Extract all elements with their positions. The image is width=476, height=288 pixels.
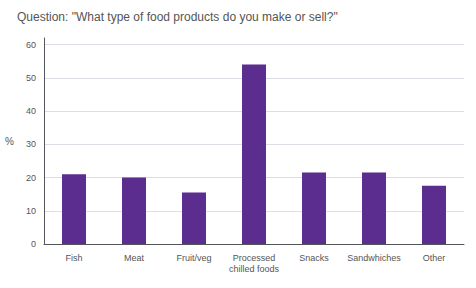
svg-text:50: 50 <box>26 73 36 83</box>
svg-text:Sandwhiches: Sandwhiches <box>347 253 401 263</box>
svg-text:60: 60 <box>26 40 36 50</box>
svg-text:10: 10 <box>26 206 36 216</box>
svg-text:30: 30 <box>26 139 36 149</box>
svg-text:Question: "What type of food p: Question: "What type of food products do… <box>17 10 338 24</box>
svg-text:%: % <box>5 136 14 147</box>
svg-text:40: 40 <box>26 106 36 116</box>
svg-text:Snacks: Snacks <box>299 253 329 263</box>
svg-text:Meat: Meat <box>124 253 145 263</box>
svg-text:Fish: Fish <box>65 253 82 263</box>
svg-text:20: 20 <box>26 173 36 183</box>
svg-text:0: 0 <box>31 239 36 249</box>
svg-text:Other: Other <box>423 253 446 263</box>
svg-text:Processed: Processed <box>233 253 276 263</box>
svg-text:chilled foods: chilled foods <box>229 264 280 274</box>
svg-text:Fruit/veg: Fruit/veg <box>176 253 211 263</box>
